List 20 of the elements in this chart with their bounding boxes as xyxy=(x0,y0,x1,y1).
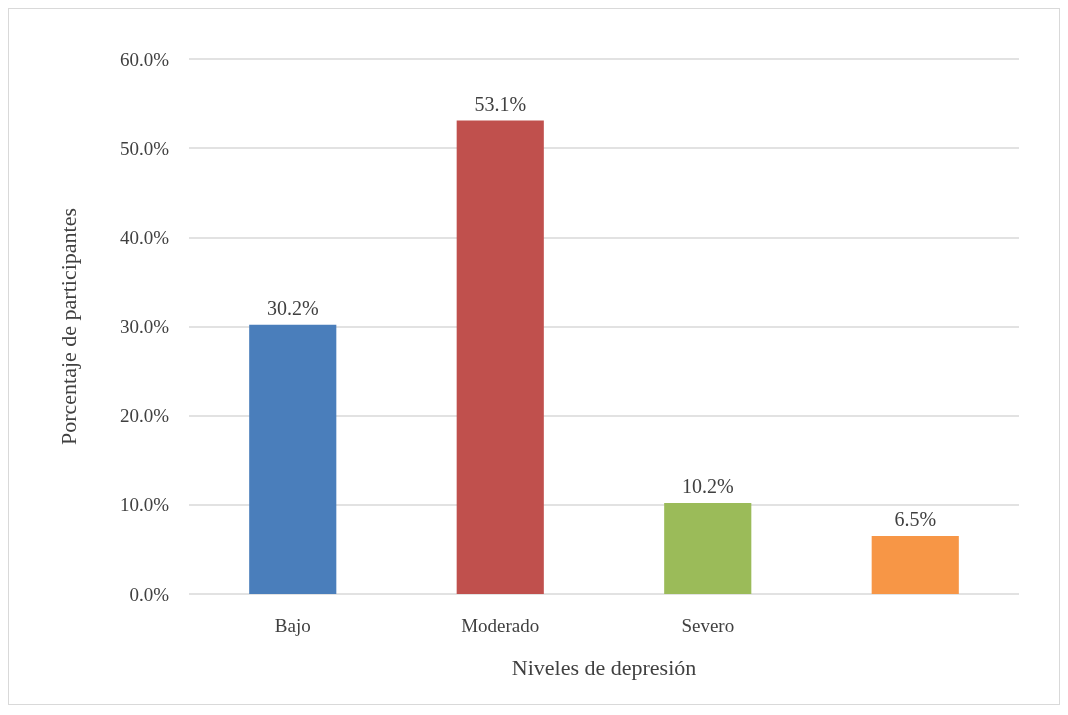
bar xyxy=(456,120,544,594)
data-label: 6.5% xyxy=(894,508,937,531)
x-tick-label: Moderado xyxy=(461,615,540,636)
y-tick-label: 20.0% xyxy=(119,405,170,427)
x-tick-label: Bajo xyxy=(274,615,311,636)
bar xyxy=(871,536,959,594)
y-tick-label: 40.0% xyxy=(119,226,170,248)
x-axis-title: Niveles de depresión xyxy=(511,654,697,680)
x-tick-label: Severo xyxy=(681,615,735,636)
bar xyxy=(249,324,337,594)
data-label: 10.2% xyxy=(681,475,734,498)
y-tick-label: 0.0% xyxy=(129,583,170,605)
y-tick-label: 60.0% xyxy=(119,48,170,70)
y-tick-label: 30.0% xyxy=(119,316,170,337)
data-label: 53.1% xyxy=(474,92,527,115)
data-label: 30.2% xyxy=(266,296,319,319)
y-tick-label: 10.0% xyxy=(119,494,170,516)
y-axis-title: Porcentaje de participantes xyxy=(55,207,81,446)
y-tick-label: 50.0% xyxy=(119,137,170,159)
bar xyxy=(664,503,752,594)
